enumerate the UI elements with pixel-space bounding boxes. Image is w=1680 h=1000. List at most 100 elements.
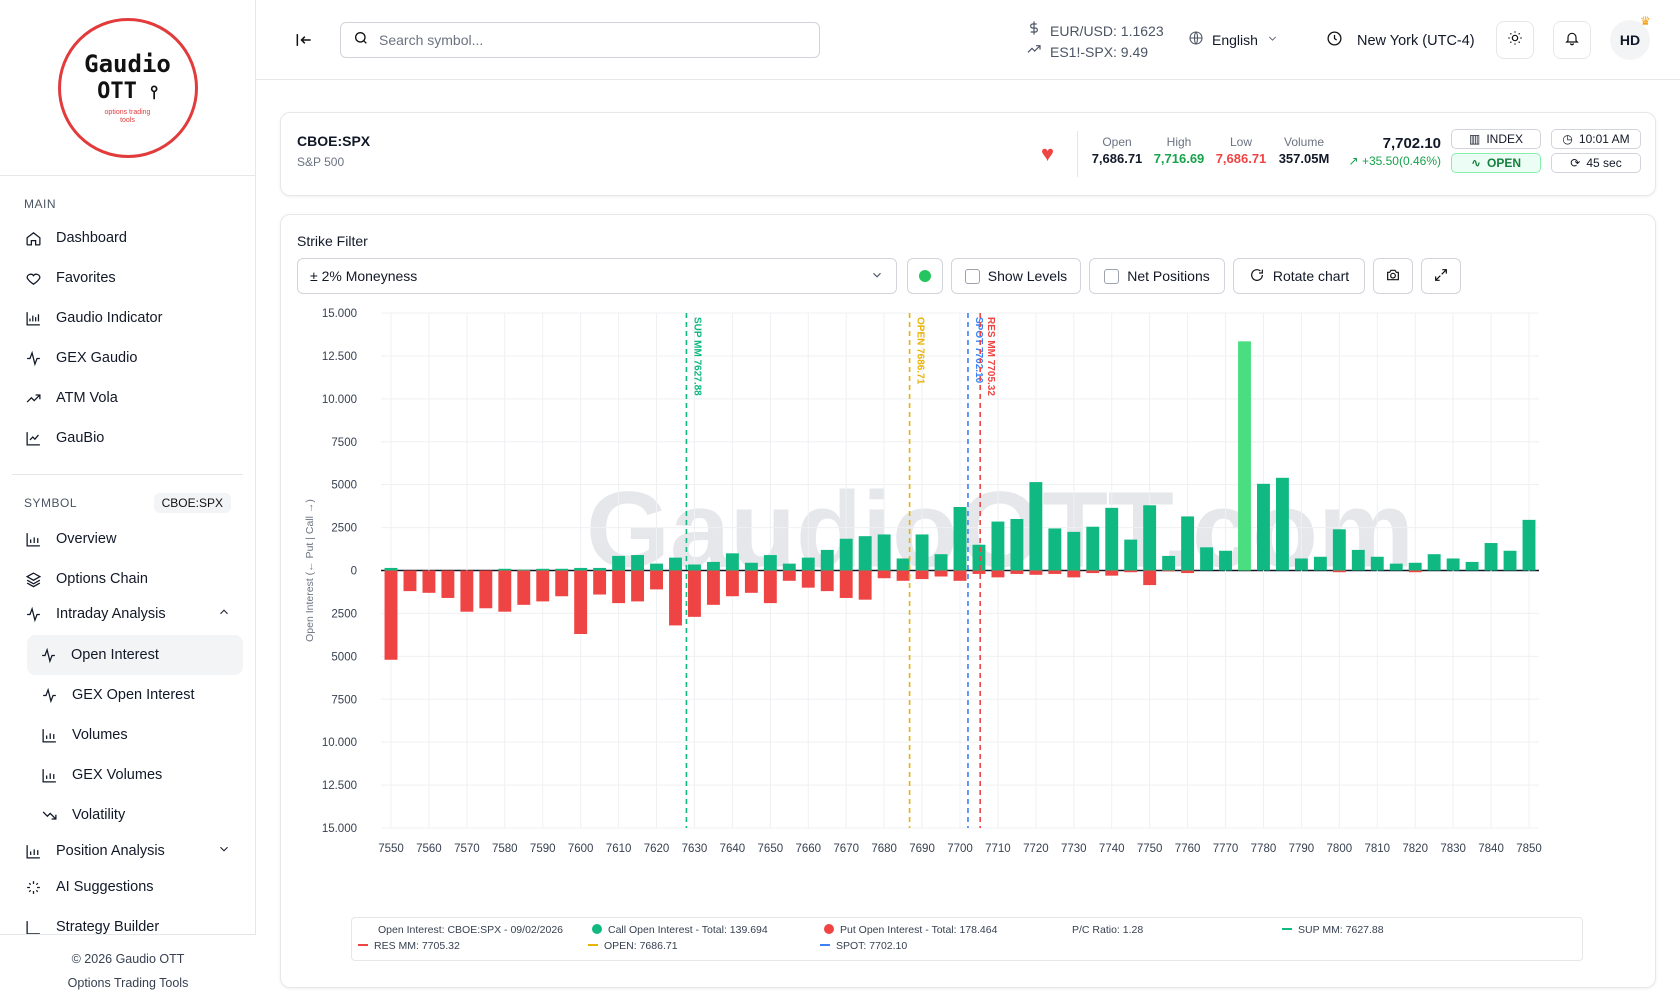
put-bar xyxy=(934,570,948,577)
y-tick-label: 2500 xyxy=(331,523,357,535)
clock-icon xyxy=(1326,30,1343,51)
sidebar-item-gaudio-indicator[interactable]: Gaudio Indicator xyxy=(0,298,255,338)
logo-tagline: options trading tools xyxy=(104,109,151,124)
sidebar-item-dashboard[interactable]: Dashboard xyxy=(0,218,255,258)
user-avatar[interactable]: HD xyxy=(1610,20,1650,60)
sidebar-item-volatility[interactable]: Volatility xyxy=(0,795,255,835)
call-bar xyxy=(555,568,569,571)
timezone-selector[interactable]: New York (UTC-4) xyxy=(1326,30,1475,51)
rotate-chart-button[interactable]: Rotate chart xyxy=(1233,258,1365,294)
show-levels-toggle[interactable]: Show Levels xyxy=(951,258,1081,294)
chevron-down-icon[interactable] xyxy=(217,842,231,860)
refresh-label: 45 sec xyxy=(1586,156,1622,170)
top-header: EUR/USD: 1.1623 ES1!-SPX: 9.49 English N… xyxy=(256,0,1680,80)
net-positions-toggle[interactable]: Net Positions xyxy=(1089,258,1225,294)
trend-icon xyxy=(1026,41,1050,62)
legend-spot-swatch xyxy=(820,944,830,946)
sun-icon xyxy=(1507,30,1523,51)
sidebar-item-strategy-builder[interactable]: Strategy Builder xyxy=(0,907,255,947)
net-positions-checkbox[interactable] xyxy=(1104,268,1120,284)
sidebar-item-volumes[interactable]: Volumes xyxy=(0,715,255,755)
moneyness-select[interactable]: ± 2% Moneyness xyxy=(297,258,897,294)
put-bar xyxy=(782,570,796,581)
put-bar xyxy=(858,570,872,600)
put-bar xyxy=(593,570,607,595)
sidebar-item-intraday-analysis[interactable]: Intraday Analysis xyxy=(0,599,255,629)
x-tick-label: 7700 xyxy=(947,843,973,855)
call-bar xyxy=(972,544,986,571)
call-bar xyxy=(1427,554,1441,571)
legend-res: RES MM: 7705.32 xyxy=(358,940,460,952)
call-bar xyxy=(763,555,777,571)
put-bar xyxy=(763,570,777,604)
put-bar xyxy=(820,570,834,592)
call-bar xyxy=(1408,562,1422,571)
sidebar-item-open-interest[interactable]: Open Interest xyxy=(27,635,243,675)
sidebar-item-label: Volumes xyxy=(72,727,128,743)
show-levels-checkbox[interactable] xyxy=(964,268,980,284)
legend-put-swatch xyxy=(824,924,834,934)
ticker-price-block: 7,702.10 ↗ +35.50(0.46%) xyxy=(1331,135,1441,168)
open-interest-chart[interactable]: GaudioOTT.com15.00012.50010.000750050002… xyxy=(281,303,1657,915)
put-bar xyxy=(744,570,758,593)
activity-icon xyxy=(39,646,57,664)
sidebar-item-gex-gaudio[interactable]: GEX Gaudio xyxy=(0,338,255,378)
favorite-heart-icon[interactable]: ♥ xyxy=(1041,141,1055,166)
open-interest-card: Strike Filter ± 2% Moneyness Show Levels… xyxy=(280,214,1656,988)
sidebar-item-position-analysis[interactable]: Position Analysis xyxy=(0,835,255,867)
x-tick-label: 7590 xyxy=(530,843,556,855)
sidebar-item-gex-volumes[interactable]: GEX Volumes xyxy=(0,755,255,795)
fullscreen-button[interactable] xyxy=(1421,258,1461,294)
bar-chart-icon xyxy=(24,530,42,548)
refresh-badge[interactable]: ⟳ 45 sec xyxy=(1551,153,1641,173)
call-bar xyxy=(991,521,1005,571)
gaudio-ott-logo[interactable]: Gaudio OTT ⫯ options trading tools xyxy=(57,17,198,158)
y-tick-label: 12.500 xyxy=(322,351,357,363)
x-tick-label: 7620 xyxy=(644,843,670,855)
language-label: English xyxy=(1212,31,1258,48)
x-tick-label: 7740 xyxy=(1099,843,1125,855)
call-bar xyxy=(1351,549,1365,571)
net-positions-label: Net Positions xyxy=(1127,268,1210,284)
legend-sup: SUP MM: 7627.88 xyxy=(1282,924,1384,936)
theme-toggle-button[interactable] xyxy=(1496,21,1534,59)
search-box[interactable] xyxy=(340,22,820,58)
put-bar xyxy=(460,570,474,612)
collapse-sidebar-icon[interactable] xyxy=(294,30,314,50)
stat-open: Open 7,686.71 xyxy=(1087,135,1147,166)
x-tick-label: 7750 xyxy=(1137,843,1163,855)
sidebar-item-atm-vola[interactable]: ATM Vola xyxy=(0,378,255,418)
y-tick-label: 2500 xyxy=(331,608,357,620)
notifications-button[interactable] xyxy=(1553,21,1591,59)
call-bar xyxy=(1257,483,1270,571)
legend-title: Open Interest: CBOE:SPX - 09/02/2026 xyxy=(378,924,564,936)
put-bar xyxy=(650,570,663,590)
sidebar-item-label: Volatility xyxy=(72,807,126,823)
x-tick-label: 7710 xyxy=(985,843,1011,855)
sidebar-item-gaubio[interactable]: GauBio xyxy=(0,418,255,458)
section-main-title: MAIN xyxy=(24,197,56,211)
sidebar-item-favorites[interactable]: Favorites xyxy=(0,258,255,298)
type-label: INDEX xyxy=(1486,132,1524,146)
sidebar-item-overview[interactable]: Overview xyxy=(0,519,255,559)
sidebar-item-ai-suggestions[interactable]: AI Suggestions xyxy=(0,867,255,907)
sidebar-item-label: Position Analysis xyxy=(56,843,165,859)
put-bar xyxy=(1048,570,1062,574)
put-bar xyxy=(1010,570,1024,574)
status-indicator-button[interactable] xyxy=(907,258,943,294)
bell-icon xyxy=(1564,30,1580,51)
sidebar-item-gex-open-interest[interactable]: GEX Open Interest xyxy=(0,675,255,715)
activity-icon xyxy=(24,349,42,367)
building-icon: ▥ xyxy=(1468,132,1481,146)
call-bar xyxy=(1067,531,1081,571)
market-quotes: EUR/USD: 1.1623 ES1!-SPX: 9.49 xyxy=(1026,20,1164,62)
language-selector[interactable]: English xyxy=(1188,30,1279,49)
sidebar-item-options-chain[interactable]: Options Chain xyxy=(0,559,255,599)
layers-icon xyxy=(24,570,42,588)
call-bar xyxy=(953,506,967,571)
screenshot-button[interactable] xyxy=(1373,258,1413,294)
call-bar xyxy=(1332,529,1346,571)
chevron-up-icon[interactable] xyxy=(217,605,231,623)
sidebar-item-label: Strategy Builder xyxy=(56,919,160,935)
search-input[interactable] xyxy=(379,32,799,48)
